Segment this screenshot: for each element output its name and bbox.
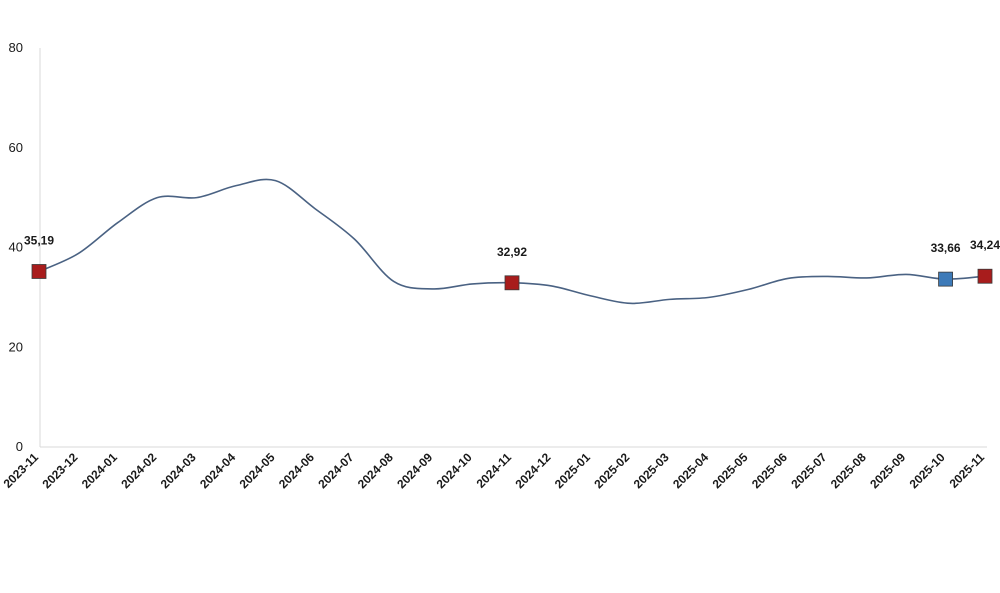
x-tick-label: 2025-10 xyxy=(907,450,948,491)
x-tick-label: 2024-07 xyxy=(315,450,356,491)
x-tick-label: 2025-11 xyxy=(947,450,988,491)
highlight-markers: 35,19 32,92 33,66 34,24 xyxy=(24,233,1000,291)
x-tick-label: 2024-12 xyxy=(512,450,553,491)
x-tick-label: 2025-03 xyxy=(631,450,672,491)
x-tick-label: 2023-11 xyxy=(1,450,42,491)
y-axis-ticks: 0 20 40 60 80 xyxy=(9,40,23,454)
data-label: 32,92 xyxy=(497,245,527,259)
data-point-marker xyxy=(977,268,993,284)
data-label: 35,19 xyxy=(24,233,54,247)
x-tick-label: 2025-06 xyxy=(749,450,790,491)
x-axis-ticks: 2023-112023-122024-012024-022024-032024-… xyxy=(1,450,988,491)
x-tick-label: 2024-10 xyxy=(434,450,475,491)
x-tick-label: 2025-05 xyxy=(710,450,751,491)
y-tick-label: 80 xyxy=(9,40,23,55)
data-label: 33,66 xyxy=(931,241,961,255)
y-tick-label: 0 xyxy=(16,439,23,454)
y-tick-label: 20 xyxy=(9,339,23,354)
x-tick-label: 2025-04 xyxy=(670,450,711,491)
data-point-marker xyxy=(31,264,47,279)
x-tick-label: 2024-04 xyxy=(197,450,238,491)
x-tick-label: 2025-01 xyxy=(552,450,593,491)
x-tick-label: 2025-08 xyxy=(828,450,869,491)
data-point-marker xyxy=(504,275,520,291)
x-tick-label: 2025-07 xyxy=(788,450,829,491)
x-tick-label: 2024-06 xyxy=(276,450,317,491)
x-tick-label: 2025-02 xyxy=(591,450,632,491)
x-tick-label: 2024-09 xyxy=(394,450,435,491)
x-tick-label: 2024-02 xyxy=(118,450,159,491)
data-label: 34,24 xyxy=(970,238,1000,252)
y-tick-label: 40 xyxy=(9,240,23,255)
x-tick-label: 2024-03 xyxy=(158,450,199,491)
data-point-marker xyxy=(938,271,953,287)
x-tick-label: 2025-09 xyxy=(867,450,908,491)
y-tick-label: 60 xyxy=(9,140,23,155)
x-tick-label: 2024-11 xyxy=(474,450,515,491)
x-tick-label: 2024-01 xyxy=(79,450,120,491)
x-tick-label: 2024-05 xyxy=(237,450,278,491)
x-tick-label: 2023-12 xyxy=(39,450,80,491)
x-tick-label: 2024-08 xyxy=(355,450,396,491)
